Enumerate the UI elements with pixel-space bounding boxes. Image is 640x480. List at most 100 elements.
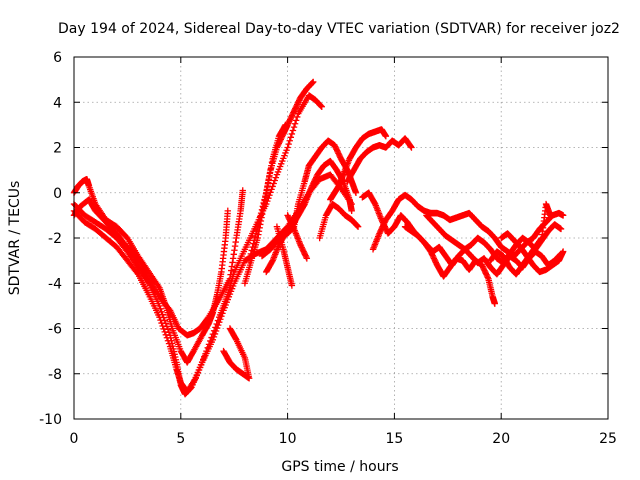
data-point [203, 347, 210, 355]
data-point [282, 121, 289, 129]
y-tick-label: -4 [48, 276, 62, 292]
data-point [156, 302, 163, 310]
series-track-4 [70, 175, 231, 366]
series-track-5 [220, 325, 253, 382]
data-point [163, 334, 171, 341]
x-tick-label: 0 [70, 431, 79, 447]
data-point [224, 207, 231, 215]
data-point [158, 308, 165, 315]
y-tick-label: -10 [39, 412, 62, 428]
data-point [259, 203, 267, 210]
data-point [491, 300, 498, 307]
data-point [354, 223, 362, 230]
y-tick-label: 4 [53, 95, 62, 111]
data-point [214, 317, 222, 324]
data-point [287, 134, 295, 141]
data-point [285, 140, 292, 148]
x-tick-label: 20 [492, 431, 510, 447]
axis-ticks: 0 5 10 15 20 25 -10 -8 -6 -4 -2 0 2 4 6 [39, 50, 617, 447]
data-point [255, 220, 262, 227]
data-point [156, 313, 163, 321]
series-track-7 [245, 121, 289, 264]
x-tick-label: 25 [599, 431, 617, 447]
data-point [159, 322, 166, 330]
data-point [191, 376, 199, 383]
data-point [251, 237, 258, 244]
data-point [253, 226, 261, 234]
data-point [257, 209, 265, 217]
data-point [162, 331, 170, 339]
data-point [160, 325, 167, 333]
data-point [226, 325, 234, 332]
data-point [248, 247, 255, 254]
data-point [258, 206, 266, 213]
data-point [212, 324, 219, 331]
x-tick-label: 10 [279, 431, 297, 447]
data-point [348, 207, 355, 215]
data-point [289, 127, 297, 134]
data-point [245, 257, 253, 264]
data-point [133, 269, 141, 277]
data-point [250, 240, 257, 247]
data-point [256, 216, 263, 224]
data-point [158, 319, 165, 327]
data-point [318, 103, 325, 110]
data-point [254, 223, 261, 230]
data-point [207, 337, 214, 345]
series-track-11 [284, 212, 311, 262]
data-point [352, 189, 360, 196]
data-point [262, 192, 269, 200]
data-point [382, 132, 390, 140]
data-point [161, 328, 168, 336]
data-point [205, 341, 213, 348]
series-track-12 [316, 200, 362, 242]
y-tick-label: 2 [53, 141, 62, 157]
data-point [288, 130, 296, 138]
data-point [164, 337, 172, 344]
data-point [213, 320, 220, 328]
data-point [246, 254, 254, 261]
y-tick-label: -8 [48, 367, 62, 383]
data-point [284, 144, 291, 151]
data-point [310, 78, 317, 86]
data-point [292, 117, 300, 124]
data-point [559, 212, 567, 219]
data-point [286, 137, 293, 144]
data-point [294, 113, 301, 121]
data-point [270, 180, 277, 187]
data-point [257, 213, 264, 220]
data-point [204, 344, 211, 351]
data-point [547, 212, 554, 219]
series-track-14 [344, 135, 415, 185]
data-point [249, 243, 256, 251]
y-tick-label: 6 [53, 50, 62, 66]
data-point [252, 230, 260, 237]
series-track-13 [327, 126, 390, 203]
data-point [210, 327, 218, 334]
data-point [291, 120, 299, 127]
series-track-2 [70, 92, 325, 396]
x-tick-label: 5 [176, 431, 185, 447]
data-point [247, 250, 255, 258]
y-tick-label: -6 [48, 322, 62, 338]
data-point [209, 330, 217, 338]
data-point [272, 174, 280, 181]
data-point [271, 177, 278, 184]
data-point [557, 225, 565, 233]
data-point [559, 248, 567, 255]
x-tick-label: 15 [385, 431, 403, 447]
series-track-10 [273, 223, 296, 289]
data-point [288, 282, 296, 289]
data-point [157, 316, 164, 324]
data-point [260, 199, 267, 207]
x-axis-label: GPS time / hours [281, 459, 398, 475]
series-track-20 [498, 230, 567, 276]
data-point [303, 255, 311, 262]
data-point [266, 192, 273, 199]
data-point [251, 233, 259, 241]
data-point [208, 334, 215, 341]
data-point [239, 187, 246, 194]
data-point [290, 123, 298, 131]
data-point [165, 340, 173, 347]
